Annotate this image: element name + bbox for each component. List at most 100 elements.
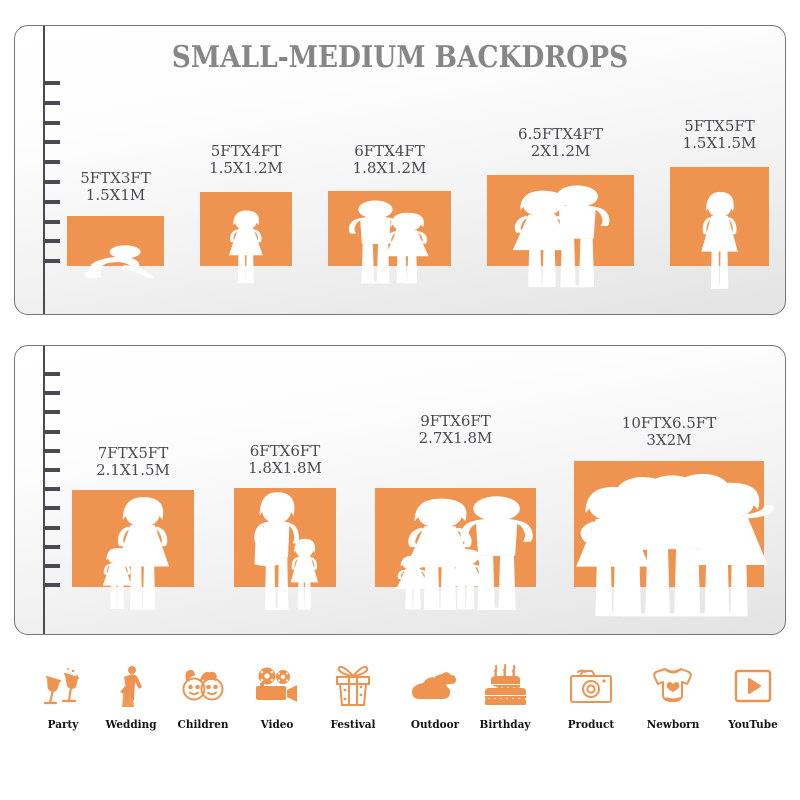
backdrop-size-caption: 6.5FTX4FT 2X1.2M [518, 126, 603, 160]
panel-small-medium: SMALL-MEDIUM BACKDROPS 10987654321 5FTX3… [14, 25, 786, 315]
ruler-tick-mark [45, 81, 60, 85]
size-meters-label: 1.5X1M [85, 186, 146, 204]
use-case-label: Wedding [105, 718, 157, 731]
use-case-newborn[interactable]: Newborn [634, 660, 712, 731]
size-feet-label: 5FTX5FT [684, 117, 755, 135]
size-feet-label: 5FTX4FT [210, 142, 282, 160]
backdrop-size-caption: 6FTX4FT 1.8X1.2M [353, 143, 427, 177]
person-silhouette [576, 461, 774, 617]
ruler-tick-mark [45, 120, 60, 125]
ruler-tick-mark [45, 544, 60, 549]
size-meters-label: 2.7X1.8M [418, 429, 493, 447]
backdrop-size-caption: 5FTX5FT 1.5X1.5M [683, 118, 757, 152]
ruler-tick-mark [45, 506, 60, 511]
size-meters-label: 3X2M [646, 431, 692, 449]
ruler-tick-mark [45, 391, 60, 396]
size-meters-label: 1.5X1.5M [682, 134, 757, 152]
backdrop-item[interactable]: 7FTX5FT 2.1X1.5M [72, 444, 194, 610]
use-case-label: Festival [330, 718, 376, 731]
ruler-tick-mark [45, 259, 60, 264]
ruler-tick-mark [45, 525, 60, 530]
ruler-medium-large: 121110987654321 [15, 346, 60, 634]
ruler-tick-mark [45, 487, 60, 492]
use-case-children[interactable]: Children [164, 660, 242, 731]
backdrop-size-caption: 5FTX3FT 1.5X1M [80, 170, 151, 204]
person-silhouette [680, 167, 759, 289]
use-case-outdoor[interactable]: Outdoor [396, 660, 474, 731]
use-case-label: Product [567, 718, 615, 731]
ruler-tick-mark [45, 583, 60, 588]
use-case-label: Children [177, 718, 229, 731]
use-case-wedding[interactable]: Wedding [92, 660, 170, 731]
person-silhouette [391, 488, 533, 611]
backdrop-item[interactable]: 10FTX6.5FT 3X2M [574, 415, 774, 617]
ruler-small-medium: 10987654321 [15, 26, 60, 314]
size-meters-label: 1.8X1.8M [248, 459, 322, 477]
person-silhouette [340, 191, 438, 284]
use-case-festival[interactable]: Festival [314, 660, 392, 731]
backdrop-size-caption: 9FTX6FT 2.7X1.8M [419, 413, 493, 447]
use-case-video[interactable]: Video [238, 660, 316, 731]
use-case-label: Birthday [479, 718, 531, 731]
ruler-spine [43, 346, 45, 634]
gift-box-icon [314, 660, 392, 712]
backdrop-size-caption: 10FTX6.5FT 3X2M [622, 415, 716, 449]
size-meters-label: 2.1X1.5M [96, 461, 170, 479]
ruler-tick-mark [45, 448, 60, 453]
backdrop-item[interactable]: 6FTX6FT 1.8X1.8M [234, 443, 336, 611]
ruler-tick-mark [45, 219, 60, 224]
ruler-tick-mark [45, 410, 60, 415]
backdrop-size-caption: 6FTX6FT 1.8X1.8M [248, 443, 322, 477]
size-meters-label: 1.8X1.2M [352, 159, 427, 177]
use-case-party[interactable]: Party [24, 660, 102, 731]
wedding-couple-icon [92, 660, 170, 712]
use-case-product[interactable]: Product [552, 660, 630, 731]
use-case-youtube[interactable]: YouTube [714, 660, 792, 731]
ruler-tick-mark [45, 468, 60, 472]
use-case-birthday[interactable]: Birthday [466, 660, 544, 731]
size-feet-label: 6.5FTX4FT [518, 125, 603, 143]
person-silhouette [77, 215, 155, 279]
backdrop-item[interactable]: 5FTX5FT 1.5X1.5M [670, 118, 769, 289]
size-feet-label: 9FTX6FT [420, 412, 491, 430]
backdrop-item[interactable]: 5FTX3FT 1.5X1M [67, 170, 164, 279]
champagne-glasses-icon [24, 660, 102, 712]
ruler-tick-mark [45, 372, 60, 376]
use-case-label: Party [47, 718, 79, 731]
size-feet-label: 6FTX6FT [249, 442, 321, 460]
ruler-tick-mark [45, 100, 60, 105]
backdrop-item[interactable]: 5FTX4FT 1.5X1.2M [200, 143, 292, 284]
page-title: SMALL-MEDIUM BACKDROPS [171, 40, 629, 75]
person-silhouette [502, 175, 620, 288]
play-button-icon [714, 660, 792, 712]
person-silhouette [209, 192, 283, 284]
backdrop-item[interactable]: 6FTX4FT 1.8X1.2M [328, 143, 451, 284]
size-feet-label: 7FTX5FT [97, 444, 169, 462]
ruler-tick-mark [45, 429, 60, 434]
use-case-label: YouTube [728, 718, 778, 731]
ruler-tick-mark [45, 160, 60, 165]
person-silhouette [84, 490, 182, 610]
use-case-label: Outdoor [410, 718, 460, 731]
ruler-tick-mark [45, 199, 60, 204]
use-case-label: Newborn [646, 718, 700, 731]
ruler-spine [43, 26, 45, 314]
cloud-icon [396, 660, 474, 712]
baby-onesie-icon [634, 660, 712, 712]
backdrop-size-caption: 5FTX4FT 1.5X1.2M [209, 143, 283, 177]
backdrop-item[interactable]: 9FTX6FT 2.7X1.8M [375, 413, 536, 611]
ruler-tick-mark [45, 564, 60, 568]
birthday-cake-icon [466, 660, 544, 712]
ruler-tick-mark [45, 140, 60, 145]
backdrop-item[interactable]: 6.5FTX4FT 2X1.2M [487, 126, 634, 288]
size-meters-label: 1.5X1.2M [209, 159, 283, 177]
photo-camera-icon [552, 660, 630, 712]
two-kid-faces-icon [164, 660, 242, 712]
size-feet-label: 5FTX3FT [80, 169, 151, 187]
size-feet-label: 10FTX6.5FT [621, 414, 717, 432]
movie-camera-icon [238, 660, 316, 712]
ruler-tick-mark [45, 239, 60, 244]
size-feet-label: 6FTX4FT [354, 142, 425, 160]
